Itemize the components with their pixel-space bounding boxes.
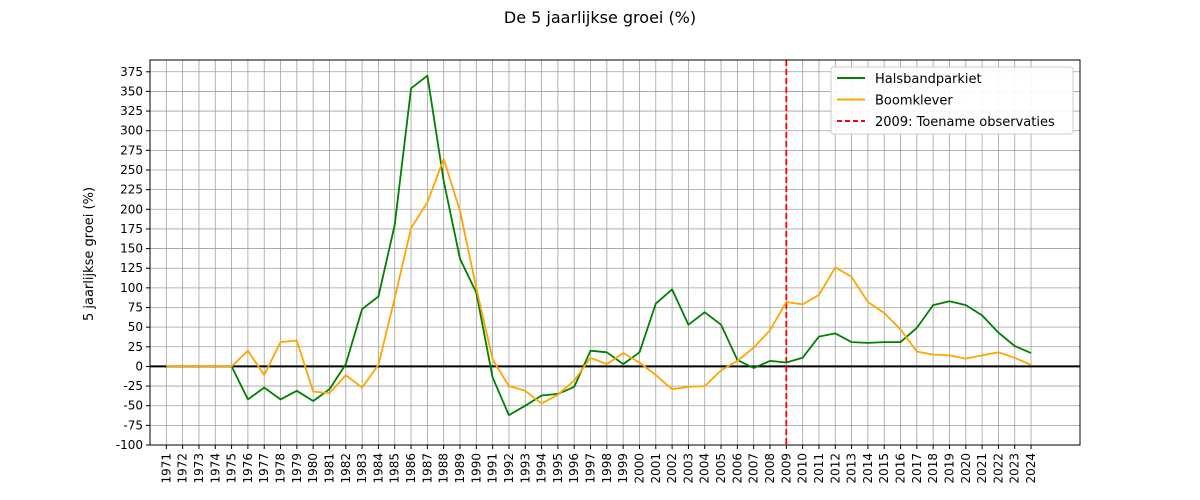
y-tick-label: 25 <box>128 340 143 354</box>
x-tick-label: 1971 <box>159 453 173 484</box>
x-tick-label: 1991 <box>486 453 500 484</box>
y-tick-label: 150 <box>120 242 143 256</box>
x-tick-label: 2015 <box>877 453 891 484</box>
plot-area-frame <box>149 59 1081 446</box>
y-tick-label: 250 <box>120 163 143 177</box>
x-tick-label: 2024 <box>1024 453 1038 484</box>
y-tick-label: 125 <box>120 261 143 275</box>
x-tick-label: 2009 <box>779 453 793 484</box>
x-tick-label: 2000 <box>632 453 646 484</box>
x-tick-label: 2006 <box>730 453 744 484</box>
x-tick-label: 1987 <box>420 453 434 484</box>
x-tick-label: 2010 <box>796 453 810 484</box>
x-tick-label: 1972 <box>176 453 190 484</box>
y-axis-label: 5 jaarlijkse groei (%) <box>82 187 97 321</box>
y-tick-label: -100 <box>116 438 143 452</box>
y-tick-label: 100 <box>120 281 143 295</box>
x-tick-label: 1997 <box>584 453 598 484</box>
x-tick-label: 1993 <box>518 453 532 484</box>
x-tick-label: 1977 <box>257 453 271 484</box>
x-tick-label: 1992 <box>502 453 516 484</box>
y-tick-label: 300 <box>120 124 143 138</box>
y-tick-label: 0 <box>135 359 143 373</box>
y-tick-label: 50 <box>128 320 143 334</box>
x-tick-label: 2003 <box>681 453 695 484</box>
x-tick-label: 2017 <box>910 453 924 484</box>
y-tick-label: 175 <box>120 222 143 236</box>
legend-item-halsbandparkiet: Halsbandparkiet <box>875 72 982 87</box>
x-tick-label: 2018 <box>926 453 940 484</box>
x-tick-label: 2021 <box>975 453 989 484</box>
series-lines <box>166 74 1032 417</box>
x-tick-label: 1990 <box>469 453 483 484</box>
x-tick-label: 1973 <box>192 453 206 484</box>
x-tick-label: 2023 <box>1008 453 1022 484</box>
x-tick-label: 2016 <box>894 453 908 484</box>
x-tick-label: 1984 <box>371 453 385 484</box>
x-tick-label: 1981 <box>322 453 336 484</box>
series-line-halsbandparkiet <box>166 74 1032 417</box>
x-tick-label: 2013 <box>845 453 859 484</box>
y-tick-label: -25 <box>123 379 143 393</box>
legend-item-boomklever: Boomklever <box>875 94 953 109</box>
y-tick-label: 375 <box>120 65 143 79</box>
x-tick-label: 2022 <box>991 453 1005 484</box>
x-tick-label: 2007 <box>747 453 761 484</box>
legend-item-marker: 2009: Toename observaties <box>875 115 1055 130</box>
x-tick-label: 2014 <box>861 453 875 484</box>
y-tick-label: -50 <box>123 399 143 413</box>
x-tick-label: 1978 <box>274 453 288 484</box>
x-tick-label: 2002 <box>665 453 679 484</box>
legend: Halsbandparkiet Boomklever 2009: Toename o… <box>830 66 1074 135</box>
x-tick-label: 1998 <box>600 453 614 484</box>
x-tick-label: 1996 <box>567 453 581 484</box>
x-tick-label: 1976 <box>241 453 255 484</box>
x-tick-label: 1979 <box>290 453 304 484</box>
y-tick-label: 225 <box>120 183 143 197</box>
legend-box <box>830 66 1074 135</box>
x-tick-label: 2012 <box>828 453 842 484</box>
x-tick-label: 1995 <box>551 453 565 484</box>
y-tick-label: 275 <box>120 143 143 157</box>
y-tick-label: -75 <box>123 418 143 432</box>
x-tick-label: 1986 <box>404 453 418 484</box>
chart-title: De 5 jaarlijkse groei (%) <box>504 8 696 27</box>
x-tick-label: 1975 <box>225 453 239 484</box>
x-tick-label: 1999 <box>616 453 630 484</box>
x-tick-label: 2011 <box>812 453 826 484</box>
x-tick-label: 1989 <box>453 453 467 484</box>
axis-ticks: 1971 1972 1973 1974 1975 1976 1977 1978 1979 1980… <box>116 65 1038 484</box>
x-tick-label: 2019 <box>942 453 956 484</box>
x-tick-label: 2020 <box>959 453 973 484</box>
x-tick-label: 2008 <box>763 453 777 484</box>
x-tick-label: 1974 <box>208 453 222 484</box>
x-tick-label: 1983 <box>355 453 369 484</box>
x-tick-label: 2004 <box>698 453 712 484</box>
series-line-boomklever <box>166 158 1032 405</box>
y-tick-label: 350 <box>120 84 143 98</box>
x-tick-label: 1982 <box>339 453 353 484</box>
y-tick-label: 325 <box>120 104 143 118</box>
x-tick-label: 1994 <box>535 453 549 484</box>
x-tick-label: 1988 <box>437 453 451 484</box>
x-tick-label: 2001 <box>649 453 663 484</box>
y-tick-label: 200 <box>120 202 143 216</box>
x-tick-label: 2005 <box>714 453 728 484</box>
x-tick-label: 1985 <box>388 453 402 484</box>
x-tick-label: 1980 <box>306 453 320 484</box>
y-tick-label: 75 <box>128 301 143 315</box>
